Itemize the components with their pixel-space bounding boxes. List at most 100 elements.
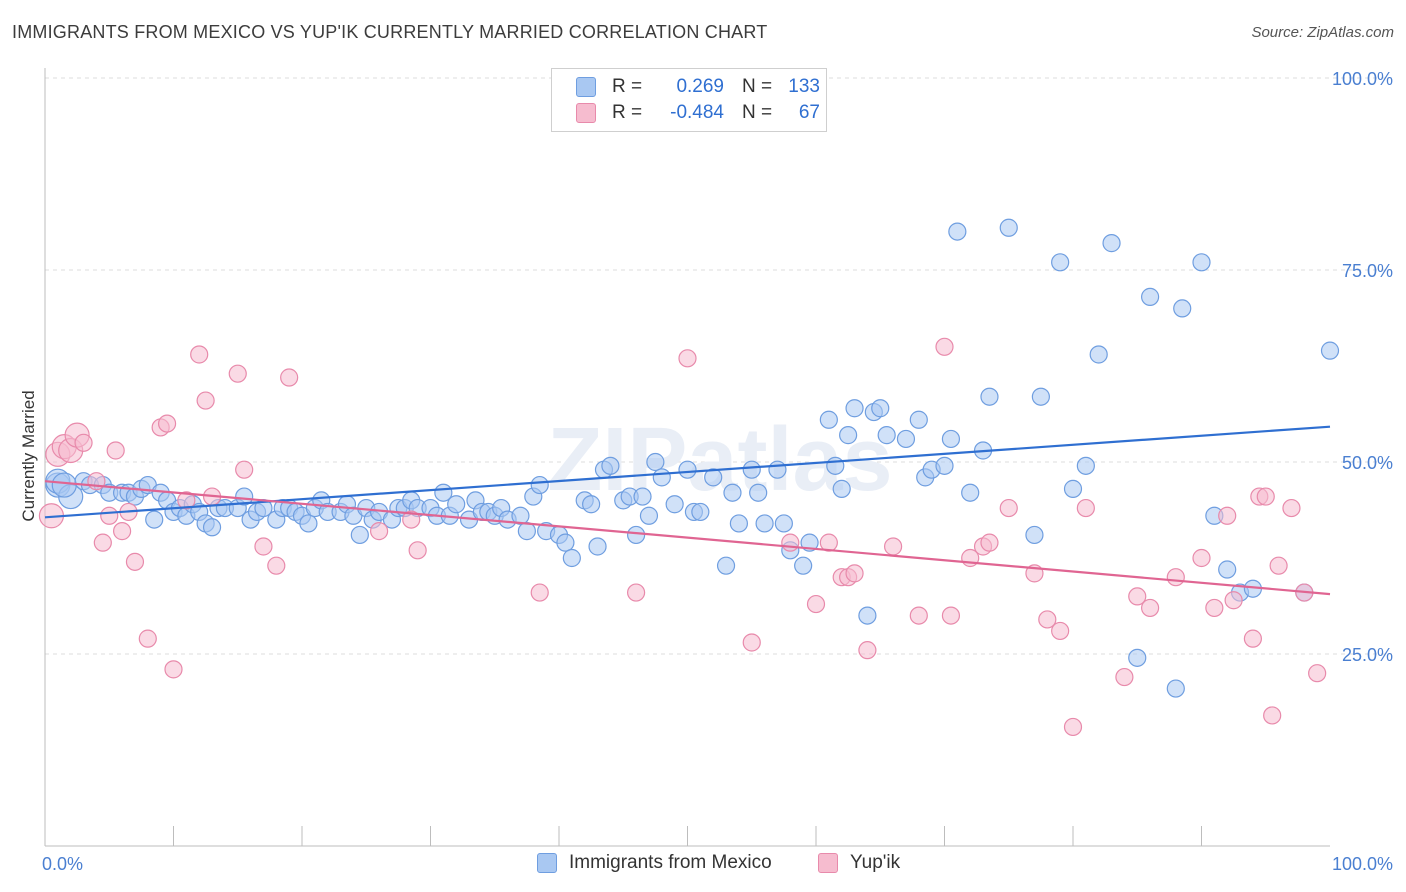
axes (44, 68, 1330, 847)
point-yupik (845, 564, 864, 583)
point-yupik (1140, 598, 1160, 618)
point-mexico (871, 399, 890, 418)
point-yupik (235, 460, 254, 479)
data-points (38, 218, 1340, 737)
point-mexico (601, 456, 620, 475)
r-label: R = (612, 76, 643, 97)
point-yupik (883, 537, 903, 556)
point-mexico (819, 410, 838, 429)
n-label: N = (742, 102, 773, 123)
point-mexico (729, 514, 749, 533)
point-yupik (1192, 548, 1211, 568)
point-yupik (1308, 664, 1327, 683)
point-mexico (1140, 287, 1160, 306)
point-mexico (980, 387, 999, 406)
point-mexico (1051, 253, 1070, 272)
point-mexico (794, 556, 813, 575)
point-yupik (1256, 487, 1275, 506)
point-mexico (562, 548, 581, 568)
point-yupik (806, 594, 826, 614)
point-mexico (582, 495, 601, 514)
point-mexico (1063, 479, 1083, 498)
point-mexico (755, 514, 774, 533)
point-mexico (800, 533, 819, 552)
point-mexico (1102, 234, 1121, 253)
point-mexico (556, 533, 575, 552)
point-yupik (1166, 568, 1185, 587)
point-mexico (716, 556, 736, 575)
y-tick-label: 100.0% (1332, 69, 1393, 89)
point-yupik (935, 337, 954, 356)
point-yupik (370, 522, 389, 541)
point-mexico (704, 468, 723, 487)
point-mexico (447, 495, 466, 514)
point-mexico (935, 456, 954, 475)
point-mexico (941, 429, 961, 449)
legend-label-mexico: Immigrants from Mexico (569, 852, 772, 873)
legend-item-mexico[interactable]: Immigrants from Mexico (537, 852, 772, 874)
point-mexico (202, 518, 222, 537)
legend-swatch-yupik (818, 853, 838, 873)
y-tick-labels: 25.0% 50.0% 75.0% 100.0% (1332, 69, 1393, 665)
point-mexico (1218, 560, 1237, 579)
point-mexico (1025, 525, 1044, 545)
point-mexico (299, 514, 318, 533)
point-mexico (858, 606, 877, 625)
point-mexico (517, 522, 536, 541)
point-yupik (1128, 587, 1147, 606)
n-label: N = (742, 76, 773, 97)
point-mexico (626, 525, 646, 545)
point-yupik (177, 491, 196, 510)
point-mexico (633, 487, 652, 506)
series-legend: Immigrants from Mexico Yup'ik (0, 852, 1406, 878)
point-mexico (145, 510, 164, 529)
x-tick-label: 0.0% (42, 854, 83, 874)
point-yupik (781, 533, 800, 552)
n-value: 133 (788, 76, 820, 97)
legend-swatch-mexico (576, 77, 596, 97)
point-mexico (1089, 345, 1108, 364)
point-yupik (112, 522, 132, 541)
trend-line-mexico (44, 425, 1331, 519)
r-value: 0.269 (676, 76, 724, 97)
point-yupik (106, 441, 125, 460)
point-mexico (511, 506, 530, 525)
legend-item-yupik[interactable]: Yup'ik (818, 852, 900, 874)
point-mexico (235, 487, 254, 506)
point-yupik (280, 368, 299, 387)
n-value: 67 (798, 102, 820, 123)
point-mexico (768, 460, 787, 479)
point-yupik (999, 498, 1018, 518)
point-mexico (826, 456, 845, 475)
legend-swatch-mexico (537, 853, 557, 873)
point-mexico (691, 502, 710, 522)
trend-lines (44, 425, 1331, 596)
r-label: R = (612, 102, 643, 123)
point-yupik (228, 364, 247, 383)
point-mexico (896, 429, 916, 449)
point-yupik (408, 541, 427, 560)
point-mexico (1076, 456, 1095, 475)
point-yupik (1063, 717, 1083, 737)
point-yupik (1263, 706, 1282, 725)
point-mexico (1320, 341, 1340, 360)
point-yupik (1038, 610, 1057, 629)
point-yupik (1243, 629, 1263, 648)
legend-row-mexico: R = 0.269 N = 133 (576, 74, 820, 100)
source-credit: Source: ZipAtlas.com (1251, 24, 1394, 41)
point-mexico (588, 537, 607, 556)
point-yupik (980, 533, 999, 552)
point-yupik (1218, 506, 1237, 525)
point-yupik (93, 533, 112, 552)
point-mexico (646, 452, 665, 472)
point-mexico (665, 495, 684, 514)
y-tick-label: 50.0% (1342, 453, 1393, 473)
y-tick-label: 25.0% (1342, 645, 1393, 665)
stats-legend: R = 0.269 N = 133 R = -0.484 N = 67 (551, 68, 827, 132)
point-mexico (909, 410, 928, 429)
point-mexico (51, 472, 77, 498)
point-yupik (909, 606, 928, 625)
point-mexico (832, 479, 851, 498)
point-yupik (1051, 621, 1070, 641)
